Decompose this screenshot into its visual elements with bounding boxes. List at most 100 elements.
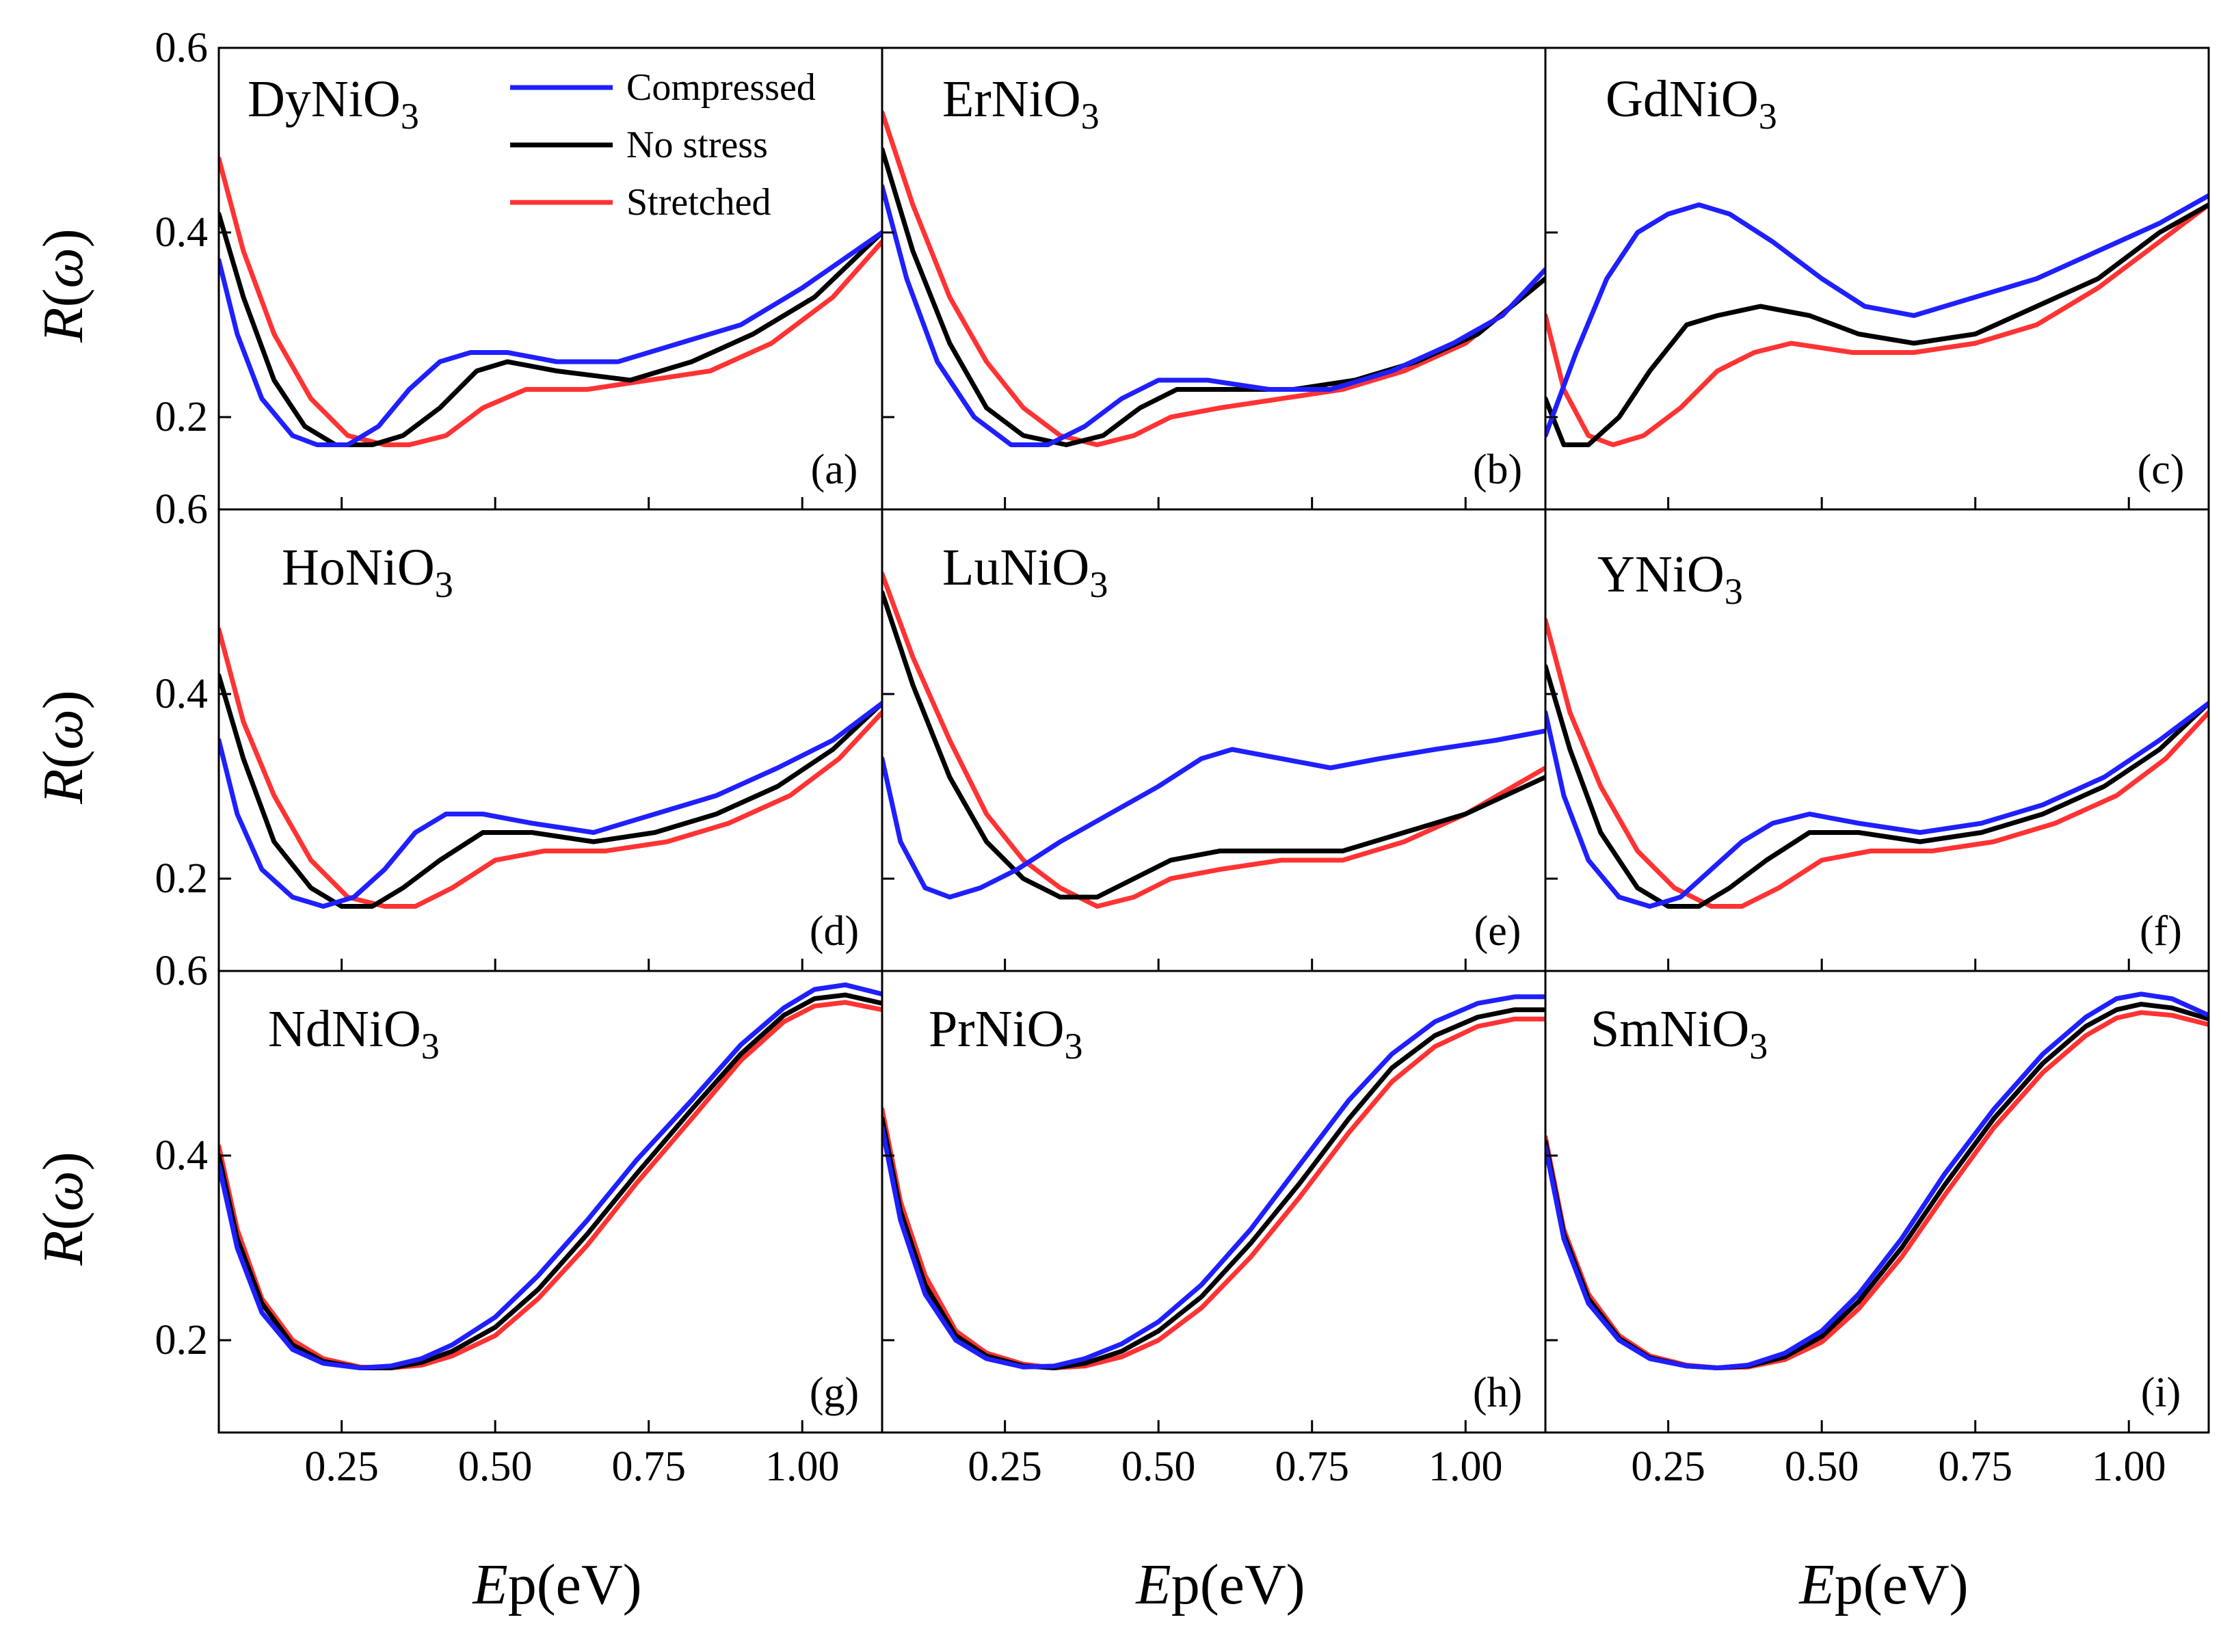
panel-d-series bbox=[219, 627, 882, 909]
panel-title-h: PrNiO3 bbox=[929, 1000, 1082, 1067]
panel-title-main-d: HoNiO bbox=[282, 539, 435, 596]
panel-h-series bbox=[882, 994, 1545, 1370]
panel-letter-e: (e) bbox=[1474, 908, 1521, 955]
panel-letter-a: (a) bbox=[811, 447, 858, 493]
panel-title-b: ErNiO3 bbox=[942, 70, 1100, 137]
series-line-i-stretched bbox=[1545, 1010, 2209, 1370]
x-axis-title-e: E bbox=[1798, 1553, 1834, 1616]
series-line-a-compressed bbox=[219, 230, 882, 447]
x-tick-label: 0.50 bbox=[1121, 1443, 1196, 1490]
panel-title-main-i: SmNiO bbox=[1591, 1000, 1749, 1058]
legend: Compressed No stress Stretched bbox=[510, 66, 816, 224]
x-tick-label: 0.75 bbox=[1938, 1443, 2012, 1490]
panel-title-main-e: LuNiO bbox=[942, 539, 1089, 596]
x-tick-label: 0.25 bbox=[304, 1443, 379, 1490]
y-axis-title: R(ω) bbox=[31, 1151, 95, 1266]
x-tick-label: 0.50 bbox=[458, 1443, 533, 1490]
panel-title-f: YNiO3 bbox=[1597, 546, 1743, 612]
panel-title-main-b: ErNiO bbox=[942, 70, 1081, 128]
y-axis-title-close: ) bbox=[31, 690, 95, 709]
y-tick-label: 0.2 bbox=[155, 855, 209, 902]
x-axis-title: Ep(eV) bbox=[472, 1553, 641, 1616]
y-tick-label: 0.4 bbox=[155, 671, 209, 717]
y-tick-label: 0.4 bbox=[155, 209, 209, 256]
series-line-c-no-stress bbox=[1545, 202, 2209, 447]
x-tick-label: 0.25 bbox=[968, 1443, 1042, 1490]
panel-letter-h: (h) bbox=[1473, 1370, 1522, 1416]
series-line-f-compressed bbox=[1545, 701, 2209, 909]
panel-title-main-c: GdNiO bbox=[1606, 70, 1759, 128]
y-axis-title-omega: ω bbox=[31, 248, 95, 288]
legend-label-stretched: Stretched bbox=[626, 181, 771, 224]
series-line-a-stretched bbox=[219, 156, 882, 447]
y-axis-title-open: ( bbox=[31, 1212, 95, 1231]
series-line-g-compressed bbox=[219, 982, 882, 1370]
series-line-e-no-stress bbox=[882, 590, 1545, 900]
series-line-h-no-stress bbox=[882, 1007, 1545, 1370]
panel-title-sub-c: 3 bbox=[1759, 96, 1777, 137]
panel-c-series bbox=[1545, 193, 2209, 447]
series-line-a-no-stress bbox=[219, 211, 882, 447]
series-line-b-compressed bbox=[882, 184, 1545, 447]
tick-layer bbox=[219, 46, 2130, 1433]
panel-title-sub-e: 3 bbox=[1089, 564, 1108, 605]
series-line-f-stretched bbox=[1545, 617, 2209, 909]
y-tick-label: 0.6 bbox=[155, 948, 209, 994]
series-line-c-stretched bbox=[1545, 202, 2209, 447]
legend-label-compressed: Compressed bbox=[626, 66, 816, 109]
y-axis-title-open: ( bbox=[31, 750, 95, 769]
x-tick-label: 1.00 bbox=[2092, 1443, 2166, 1490]
panel-g-series bbox=[219, 982, 882, 1370]
x-axis-title-e: E bbox=[472, 1553, 507, 1616]
panel-f-series bbox=[1545, 617, 2209, 909]
x-tick-label: 1.00 bbox=[765, 1443, 840, 1490]
x-axis-title-p: p bbox=[508, 1553, 537, 1616]
series-line-f-no-stress bbox=[1545, 664, 2209, 909]
series-layer bbox=[219, 110, 2209, 1370]
series-line-i-no-stress bbox=[1545, 1002, 2209, 1370]
panel-title-i: SmNiO3 bbox=[1591, 1000, 1768, 1067]
x-tick-label: 0.25 bbox=[1631, 1443, 1705, 1490]
x-axis-title-unit: (eV) bbox=[1863, 1553, 1969, 1616]
y-axis-title-r: R bbox=[31, 769, 95, 804]
panel-title-sub-i: 3 bbox=[1749, 1026, 1768, 1067]
panel-title-d: HoNiO3 bbox=[282, 539, 453, 605]
panel-title-main-a: DyNiO bbox=[248, 70, 401, 128]
panel-letter-b: (b) bbox=[1473, 447, 1522, 493]
x-axis-title-unit: (eV) bbox=[1200, 1553, 1305, 1616]
x-tick-label: 0.75 bbox=[1275, 1443, 1349, 1490]
frame-layer bbox=[217, 46, 2210, 1434]
x-axis-title-unit: (eV) bbox=[537, 1553, 642, 1616]
panel-title-main-h: PrNiO bbox=[929, 1000, 1064, 1058]
series-line-d-compressed bbox=[219, 701, 882, 909]
panel-a-series bbox=[219, 156, 882, 447]
y-tick-label: 0.2 bbox=[155, 1317, 209, 1363]
y-tick-label: 0.4 bbox=[155, 1132, 209, 1179]
panel-title-sub-h: 3 bbox=[1064, 1026, 1082, 1067]
x-tick-label: 1.00 bbox=[1428, 1443, 1503, 1490]
panel-title-sub-g: 3 bbox=[421, 1026, 440, 1067]
y-tick-label: 0.2 bbox=[155, 394, 209, 440]
panel-letter-i: (i) bbox=[2141, 1370, 2181, 1416]
series-line-g-stretched bbox=[219, 1000, 882, 1370]
y-axis-title: R(ω) bbox=[31, 228, 95, 343]
panel-frame-i bbox=[1544, 970, 2210, 1434]
series-line-d-stretched bbox=[219, 627, 882, 909]
y-tick-label: 0.6 bbox=[155, 25, 209, 71]
panel-letter-f: (f) bbox=[2140, 908, 2182, 955]
panel-title-g: NdNiO3 bbox=[268, 1000, 440, 1067]
y-axis-title-omega: ω bbox=[31, 709, 95, 749]
legend-label-no-stress: No stress bbox=[626, 124, 768, 166]
y-axis-title-close: ) bbox=[31, 1151, 95, 1171]
panel-e-series bbox=[882, 572, 1545, 909]
series-line-b-no-stress bbox=[882, 147, 1545, 447]
y-axis-title-open: ( bbox=[31, 289, 95, 308]
panel-b-series bbox=[882, 110, 1545, 447]
panel-title-e: LuNiO3 bbox=[942, 539, 1108, 605]
x-axis-title-p: p bbox=[1835, 1553, 1863, 1616]
panel-title-sub-d: 3 bbox=[435, 564, 453, 605]
series-line-g-no-stress bbox=[219, 992, 882, 1370]
panel-title-main-g: NdNiO bbox=[268, 1000, 421, 1058]
